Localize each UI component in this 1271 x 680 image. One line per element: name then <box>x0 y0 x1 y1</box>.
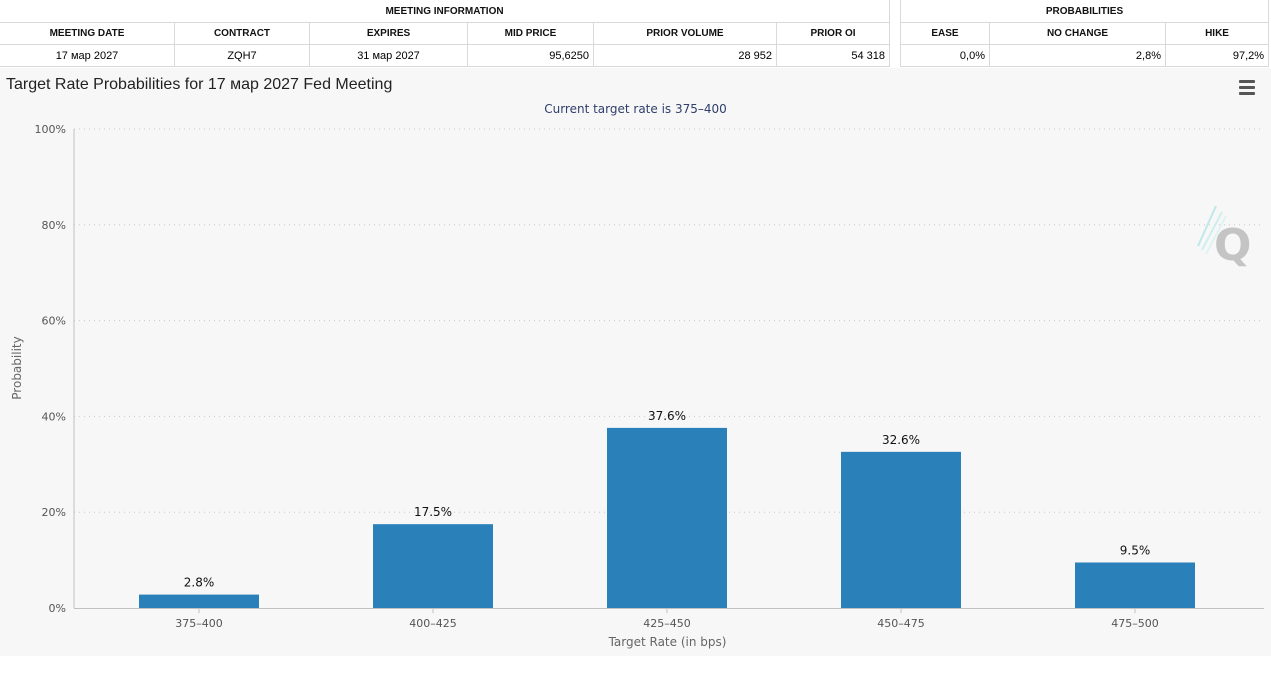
meeting-information-table: MEETING INFORMATION MEETING DATE CONTRAC… <box>0 0 891 67</box>
chart-title: Target Rate Probabilities for 17 мар 202… <box>6 76 393 93</box>
q-logo-icon: Q <box>1197 205 1251 271</box>
y-tick-label: 100% <box>35 123 66 136</box>
x-axis-title: Target Rate (in bps) <box>608 635 727 649</box>
svg-text:Q: Q <box>1214 220 1251 271</box>
probabilities-table: PROBABILITIES EASE NO CHANGE HIKE 0,0% 2… <box>899 0 1270 67</box>
data-label: 37.6% <box>648 409 686 423</box>
y-tick-labels: 0% 20% 40% 60% 80% 100% <box>35 123 66 615</box>
hamburger-menu-icon[interactable] <box>1237 80 1257 98</box>
x-tick-labels: 375–400 400–425 425–450 450–475 475–500 <box>175 617 1159 630</box>
mid-price-header: MID PRICE <box>467 22 594 45</box>
meeting-date-value: 17 мар 2027 <box>0 44 175 67</box>
bar-4[interactable] <box>1075 562 1195 608</box>
y-tick-label: 20% <box>42 506 66 519</box>
chart-subtitle: Current target rate is 375–400 <box>544 102 727 116</box>
prior-oi-value: 54 318 <box>775 44 891 67</box>
x-tick-label: 425–450 <box>643 617 691 630</box>
ease-header: EASE <box>900 22 990 45</box>
bar-chart: Q 2.8% 17.5% 37.6% 32.6% 9.5% 0% 20% 40% 60% 80%… <box>35 123 1264 630</box>
bar-3[interactable] <box>841 451 961 608</box>
hike-value: 97,2% <box>1164 44 1270 67</box>
mid-price-value: 95,6250 <box>467 44 594 67</box>
data-label: 32.6% <box>882 433 920 447</box>
data-label: 9.5% <box>1120 543 1151 557</box>
axes <box>73 129 1264 613</box>
expires-value: 31 мар 2027 <box>309 44 468 67</box>
data-label: 2.8% <box>184 576 215 590</box>
no-change-value: 2,8% <box>989 44 1166 67</box>
x-tick-label: 475–500 <box>1111 617 1159 630</box>
bar-2[interactable] <box>607 427 727 608</box>
prior-volume-header: PRIOR VOLUME <box>593 22 777 45</box>
bar-0[interactable] <box>139 594 259 608</box>
no-change-header: NO CHANGE <box>989 22 1166 45</box>
hike-header: HIKE <box>1164 22 1270 45</box>
contract-value: ZQH7 <box>174 44 310 67</box>
bars <box>139 427 1195 608</box>
chart-panel: Q 2.8% 17.5% 37.6% 32.6% 9.5% 0% 20% 40% 60% 80%… <box>0 68 1271 656</box>
expires-header: EXPIRES <box>309 22 468 45</box>
bar-1[interactable] <box>373 524 493 608</box>
x-tick-label: 400–425 <box>409 617 457 630</box>
x-tick-label: 450–475 <box>877 617 925 630</box>
y-tick-label: 40% <box>42 410 66 423</box>
x-tick-label: 375–400 <box>175 617 223 630</box>
probabilities-header: PROBABILITIES <box>899 0 1270 23</box>
contract-header: CONTRACT <box>174 22 310 45</box>
meeting-information-header: MEETING INFORMATION <box>0 0 891 23</box>
meeting-date-header: MEETING DATE <box>0 22 175 45</box>
y-tick-label: 0% <box>49 602 66 615</box>
data-label: 17.5% <box>414 505 452 519</box>
data-labels: 2.8% 17.5% 37.6% 32.6% 9.5% <box>184 409 1151 590</box>
y-tick-label: 60% <box>42 315 66 328</box>
ease-value: 0,0% <box>900 44 990 67</box>
y-tick-label: 80% <box>42 219 66 232</box>
y-axis-title: Probability <box>10 336 24 400</box>
prior-oi-header: PRIOR OI <box>775 22 891 45</box>
prior-volume-value: 28 952 <box>593 44 777 67</box>
